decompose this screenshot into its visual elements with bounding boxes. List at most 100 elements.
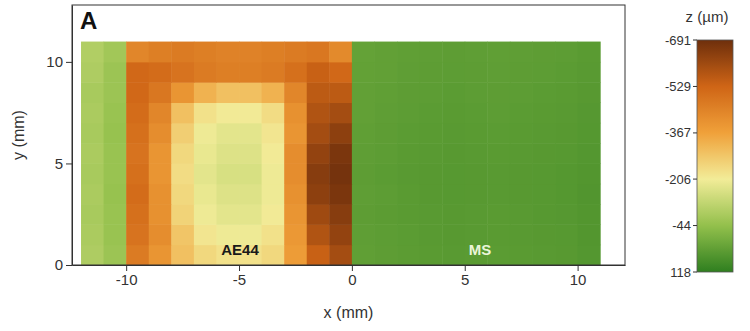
heatmap-cell — [397, 42, 420, 63]
colorbar-ticks: -691-529-367-206-44118 — [665, 33, 697, 280]
heatmap-cell — [104, 82, 127, 103]
heatmap-cell — [194, 143, 217, 164]
heatmap-cell — [126, 163, 149, 184]
heatmap-cell — [216, 123, 239, 144]
heatmap-cell — [555, 143, 578, 164]
heatmap-cell — [442, 42, 465, 63]
heatmap-cell — [532, 62, 555, 83]
heatmap-cell — [171, 42, 194, 63]
heatmap-cell — [216, 143, 239, 164]
heatmap-cell — [352, 103, 375, 124]
heatmap-cell — [442, 245, 465, 265]
heatmap-cell — [532, 143, 555, 164]
heatmap-cell — [307, 224, 330, 245]
heatmap-cell — [329, 42, 352, 63]
colorbar-tick-mark — [693, 225, 697, 226]
colorbar-tick-label: -44 — [672, 218, 691, 233]
heatmap-cell — [510, 82, 533, 103]
heatmap-cell — [510, 245, 533, 265]
plot-frame — [72, 5, 625, 265]
heatmap-cell — [284, 245, 307, 265]
heatmap-cell — [532, 184, 555, 205]
tick: 10 — [46, 53, 72, 70]
heatmap-cell — [104, 224, 127, 245]
heatmap-cell — [397, 123, 420, 144]
heatmap-cell — [532, 224, 555, 245]
heatmap-cell — [465, 204, 488, 225]
heatmap-cell — [397, 224, 420, 245]
tick-label: 0 — [348, 271, 356, 288]
heatmap-cell — [397, 62, 420, 83]
heatmap-cell — [284, 224, 307, 245]
heatmap-cell — [465, 184, 488, 205]
heatmap-cell — [194, 42, 217, 63]
heatmap-cell — [578, 143, 601, 164]
heatmap-cell — [149, 143, 172, 164]
heatmap-cell — [149, 245, 172, 265]
colorbar-tick-mark — [693, 86, 697, 87]
heatmap-cell — [397, 163, 420, 184]
heatmap-cell — [284, 42, 307, 63]
heatmap-cell — [149, 82, 172, 103]
heatmap-cell — [510, 184, 533, 205]
colorbar-tick-mark — [693, 40, 697, 41]
heatmap-cell — [555, 224, 578, 245]
heatmap-cell — [510, 143, 533, 164]
heatmap-cell — [262, 143, 285, 164]
heatmap-cell — [81, 143, 104, 164]
heatmap-cell — [487, 103, 510, 124]
heatmap-cell — [284, 62, 307, 83]
heatmap-cell — [194, 163, 217, 184]
heatmap-cell — [555, 204, 578, 225]
heatmap-cell — [307, 143, 330, 164]
colorbar-tick-label: -206 — [665, 172, 691, 187]
heatmap-cell — [532, 245, 555, 265]
heatmap-cell — [307, 62, 330, 83]
heatmap-cell — [307, 163, 330, 184]
heatmap-cell — [284, 143, 307, 164]
heatmap-cell — [420, 163, 443, 184]
heatmap-cell — [555, 62, 578, 83]
tick-label: -5 — [233, 271, 246, 288]
heatmap-cell — [532, 82, 555, 103]
heatmap-cell — [104, 204, 127, 225]
heatmap-cell — [81, 184, 104, 205]
heatmap-cell — [578, 204, 601, 225]
heatmap-cell — [510, 123, 533, 144]
heatmap-cell — [171, 184, 194, 205]
heatmap-cell — [81, 123, 104, 144]
heatmap-cell — [104, 62, 127, 83]
panel-label: A — [80, 7, 97, 34]
heatmap-cell — [126, 103, 149, 124]
heatmap-cell — [262, 224, 285, 245]
tick-mark — [66, 163, 72, 164]
heatmap-cell — [239, 62, 262, 83]
heatmap-cell — [216, 184, 239, 205]
heatmap-cell — [442, 123, 465, 144]
heatmap-cell — [487, 204, 510, 225]
heatmap-cell — [329, 204, 352, 225]
heatmap-cell — [329, 245, 352, 265]
heatmap-cell — [442, 163, 465, 184]
heatmap-cell — [126, 245, 149, 265]
tick-label: 0 — [55, 256, 63, 273]
y-axis: 0510 — [46, 6, 72, 274]
heatmap-cell — [194, 82, 217, 103]
heatmap-cell — [262, 103, 285, 124]
tick: 0 — [348, 265, 356, 288]
heatmap-cell — [420, 82, 443, 103]
plot-background — [72, 5, 625, 265]
heatmap-cell — [307, 82, 330, 103]
heatmap-cell — [374, 224, 397, 245]
heatmap-cell — [487, 123, 510, 144]
heatmap-cell — [555, 123, 578, 144]
heatmap-cell — [374, 123, 397, 144]
heatmap-cell — [465, 82, 488, 103]
heatmap-cell — [81, 82, 104, 103]
heatmap-cell — [487, 143, 510, 164]
heatmap-cell — [442, 103, 465, 124]
annotation: AE44 — [221, 241, 259, 258]
heatmap-cell — [352, 42, 375, 63]
heatmap-cell — [81, 62, 104, 83]
heatmap-cell — [216, 204, 239, 225]
